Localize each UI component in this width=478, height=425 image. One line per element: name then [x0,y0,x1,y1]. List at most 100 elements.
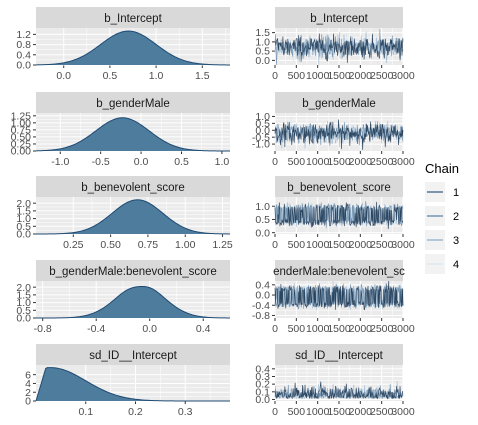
density-area-0 [36,31,230,66]
legend-title: Chain [425,161,459,176]
density-x-tick-label: 0.2 [128,406,143,418]
trace-y-tick-label: 0.3 [255,371,270,383]
density-area-2 [36,199,230,234]
trace-x-tick-label: 500 [288,70,306,82]
trace-x-tick-label: 1500 [327,406,351,418]
trace-y-tick-label: 1.0 [255,36,270,48]
trace-chain-1-3 [274,280,404,311]
trace-panel-2: b_benevolent_score 0 500 100015002000250030… [255,176,415,251]
density-y-tick-label: 1.25 [11,110,32,122]
trace-strip-0 [275,7,403,28]
trace-y-tick-label: 0.0 [255,55,270,67]
density-y-tick-label: 0.00 [11,146,32,158]
trace-x-tick-label: 1000 [306,323,330,335]
trace-y-tick-label: 0.5 [255,214,270,226]
trace-strip-1 [275,92,403,113]
trace-x-tick-label: 1000 [306,406,330,418]
trace-x-tick-label: 1000 [306,156,330,168]
legend-label-3: 3 [453,235,459,247]
density-x-tick-label: 0.75 [138,239,159,251]
density-x-tick-label: 1.0 [149,70,164,82]
density-y-tick-label: 1.0 [16,213,31,225]
trace-x-tick-label: 1500 [327,70,351,82]
trace-x-tick-label: 0 [272,70,278,82]
trace-x-tick-label: 3000 [391,323,415,335]
density-strip-3 [36,260,230,281]
trace-y-tick-label: 1.0 [255,111,270,123]
density-y-tick-label: 1.5 [16,289,31,301]
density-panel-3: b_genderMale:benevolent_score -0.8 -0.4 0.0… [16,260,231,335]
density-y-tick-label: 0.8 [16,39,31,51]
density-strip-1 [36,92,230,113]
density-x-tick-label: -1.0 [51,156,69,168]
trace-x-tick-label: 3000 [391,70,415,82]
density-line-0 [35,30,231,66]
trace-x-tick-label: 0 [272,406,278,418]
density-y-tick-label: 0.4 [16,49,31,61]
density-y-tick-label: 0.5 [16,305,31,317]
density-strip-2 [36,176,230,197]
trace-chain-1-2 [274,201,404,229]
trace-y-tick-label: 0.0 [255,394,270,406]
density-y-tick-label: 0.75 [11,124,32,136]
density-strip-0 [36,7,230,28]
trace-chain-1-4 [274,381,404,400]
density-line-2 [36,199,231,235]
trace-y-tick-label: -0.4 [252,300,270,312]
density-strip-title-2: b_benevolent_score [81,182,185,194]
trace-y-tick-label: -0.8 [252,310,270,322]
trace-x-tick-label: 2000 [349,156,373,168]
trace-strip-2 [275,176,403,197]
trace-x-tick-label: 2500 [370,239,394,251]
density-x-tick-label: 0.50 [100,239,121,251]
density-line-3 [36,285,231,319]
trace-x-tick-label: 1500 [327,323,351,335]
legend-label-4: 4 [453,259,459,271]
density-x-tick-label: 0.4 [196,323,211,335]
trace-chain-2-0 [274,28,404,66]
density-x-tick-label: -0.8 [34,323,52,335]
density-x-tick-label: 1.25 [212,239,233,251]
trace-x-tick-label: 0 [272,239,278,251]
density-area-4 [36,367,230,401]
trace-y-tick-label: 0.0 [255,290,270,302]
density-y-tick-label: 0.0 [16,60,31,72]
trace-strip-title-4: sd_ID__Intercept [295,350,383,362]
trace-x-tick-label: 2500 [370,323,394,335]
trace-x-tick-label: 2500 [370,156,394,168]
trace-x-tick-label: 1500 [327,239,351,251]
trace-x-tick-label: 0 [272,156,278,168]
density-y-tick-label: 0.50 [11,132,32,144]
density-x-tick-label: 1.0 [215,156,230,168]
density-x-tick-label: 1.00 [175,239,196,251]
trace-x-tick-label: 0 [272,323,278,335]
density-y-tick-label: 1.00 [11,117,32,129]
density-strip-title-0: b_Intercept [104,13,162,25]
chain-legend: Chain 1 2 3 4 [425,161,459,274]
trace-strip-3 [275,260,403,281]
density-y-tick-label: 6 [25,369,31,381]
density-y-tick-label: 2.0 [16,282,31,294]
trace-y-tick-label: 1.0 [255,201,270,213]
trace-x-tick-label: 2500 [370,70,394,82]
density-x-tick-label: 0.0 [134,156,149,168]
trace-y-tick-label: 0.4 [255,279,270,291]
density-line-1 [35,117,230,152]
density-x-tick-label: 0.0 [142,323,157,335]
density-x-tick-label: 0.0 [56,70,71,82]
density-line-4 [35,367,230,402]
density-area-3 [36,286,230,318]
density-y-tick-label: 0.25 [11,139,32,151]
density-x-tick-label: 0.1 [78,406,93,418]
trace-y-tick-label: 0.4 [255,363,270,375]
trace-chain-1-0 [274,33,404,63]
trace-x-tick-label: 3000 [391,156,415,168]
density-strip-title-3: b_genderMale:benevolent_score [49,266,217,278]
trace-x-tick-label: 1000 [306,239,330,251]
trace-y-tick-label: 0.0 [255,227,270,239]
density-strip-4 [36,344,230,365]
